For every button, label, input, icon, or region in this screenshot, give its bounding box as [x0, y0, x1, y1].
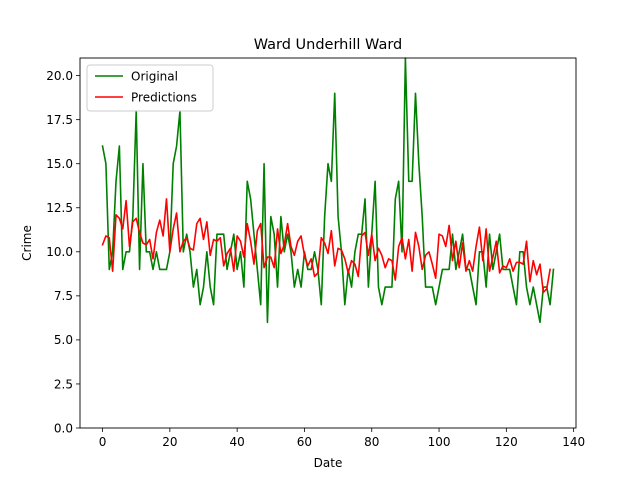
- y-tick-label: 15.0: [46, 157, 73, 171]
- y-tick-label: 20.0: [46, 69, 73, 83]
- x-tick-label: 40: [230, 435, 245, 449]
- chart-title: Ward Underhill Ward: [254, 37, 403, 53]
- y-axis: 0.0 2.5 5.0 7.5 10.0 12.5 15.0 17.5 20.0: [46, 69, 80, 435]
- series-layer: [101, 57, 555, 324]
- x-tick-label: 20: [162, 435, 177, 449]
- x-tick-label: 60: [297, 435, 312, 449]
- y-tick-label: 7.5: [54, 289, 73, 303]
- x-tick-label: 120: [495, 435, 518, 449]
- y-tick-label: 2.5: [54, 377, 73, 391]
- legend-label-original: Original: [131, 70, 178, 84]
- y-axis-label: Crime: [20, 225, 34, 261]
- x-tick-label: 80: [364, 435, 379, 449]
- x-tick-label: 140: [562, 435, 585, 449]
- x-tick-label: 100: [428, 435, 451, 449]
- x-axis-label: Date: [314, 456, 343, 470]
- x-axis: 0 20 40 60 80 100 120 140: [99, 428, 585, 449]
- legend: Original Predictions: [86, 64, 214, 112]
- y-tick-label: 10.0: [46, 245, 73, 259]
- legend-label-predictions: Predictions: [131, 91, 197, 105]
- y-tick-label: 17.5: [46, 113, 73, 127]
- plot-frame: [79, 57, 577, 429]
- y-tick-label: 12.5: [46, 201, 73, 215]
- x-tick-label: 0: [99, 435, 107, 449]
- y-tick-label: 5.0: [54, 333, 73, 347]
- y-tick-label: 0.0: [54, 421, 73, 435]
- series-line-original: [101, 57, 555, 324]
- series-line-predictions: [101, 198, 552, 294]
